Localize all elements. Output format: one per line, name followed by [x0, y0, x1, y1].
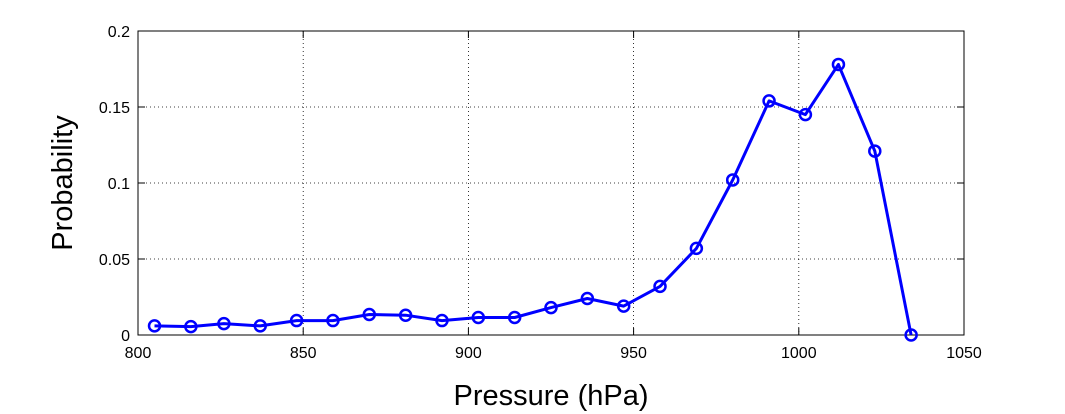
y-tick-label: 0.05: [99, 252, 130, 269]
data-point: [831, 57, 846, 72]
data-point: [184, 319, 198, 334]
data-point: [904, 328, 918, 342]
data-point: [868, 144, 882, 158]
y-axis-label: Probability: [47, 115, 79, 251]
y-tick-label: 0.15: [99, 100, 130, 117]
x-axis-label: Pressure (hPa): [453, 380, 648, 412]
x-tick-label: 850: [290, 345, 317, 362]
data-point: [653, 279, 667, 294]
x-tick-label: 950: [620, 345, 647, 362]
data-point: [616, 299, 631, 313]
data-point: [326, 313, 340, 328]
data-point: [762, 94, 776, 108]
y-tick-label: 0.2: [108, 24, 130, 41]
data-point: [798, 107, 813, 122]
y-tick-label: 0: [121, 328, 130, 345]
data-point: [580, 291, 595, 306]
data-point: [217, 316, 231, 331]
series-line: [154, 62, 913, 336]
x-tick-label: 900: [455, 345, 482, 362]
y-tick-label: 0.1: [108, 176, 130, 193]
data-point: [689, 241, 704, 256]
data-point: [289, 313, 304, 328]
series-group: [147, 57, 918, 342]
data-point: [147, 319, 162, 333]
x-tick-label: 1050: [946, 345, 982, 362]
axis-ticks: [137, 30, 965, 336]
data-point: [544, 300, 558, 315]
data-point: [253, 319, 267, 333]
x-tick-label: 1000: [781, 345, 817, 362]
data-point: [435, 313, 449, 328]
data-point: [725, 173, 740, 187]
data-point: [398, 308, 413, 322]
y-tick-labels: 0 0.05 0.1 0.15 0.2: [99, 24, 130, 345]
data-point: [362, 307, 377, 322]
data-point: [507, 310, 522, 325]
x-tick-label: 800: [125, 345, 152, 362]
data-point: [471, 310, 486, 325]
x-tick-labels: 800 850 900 950 1000 1050: [125, 345, 982, 362]
grid-lines: [138, 31, 964, 335]
